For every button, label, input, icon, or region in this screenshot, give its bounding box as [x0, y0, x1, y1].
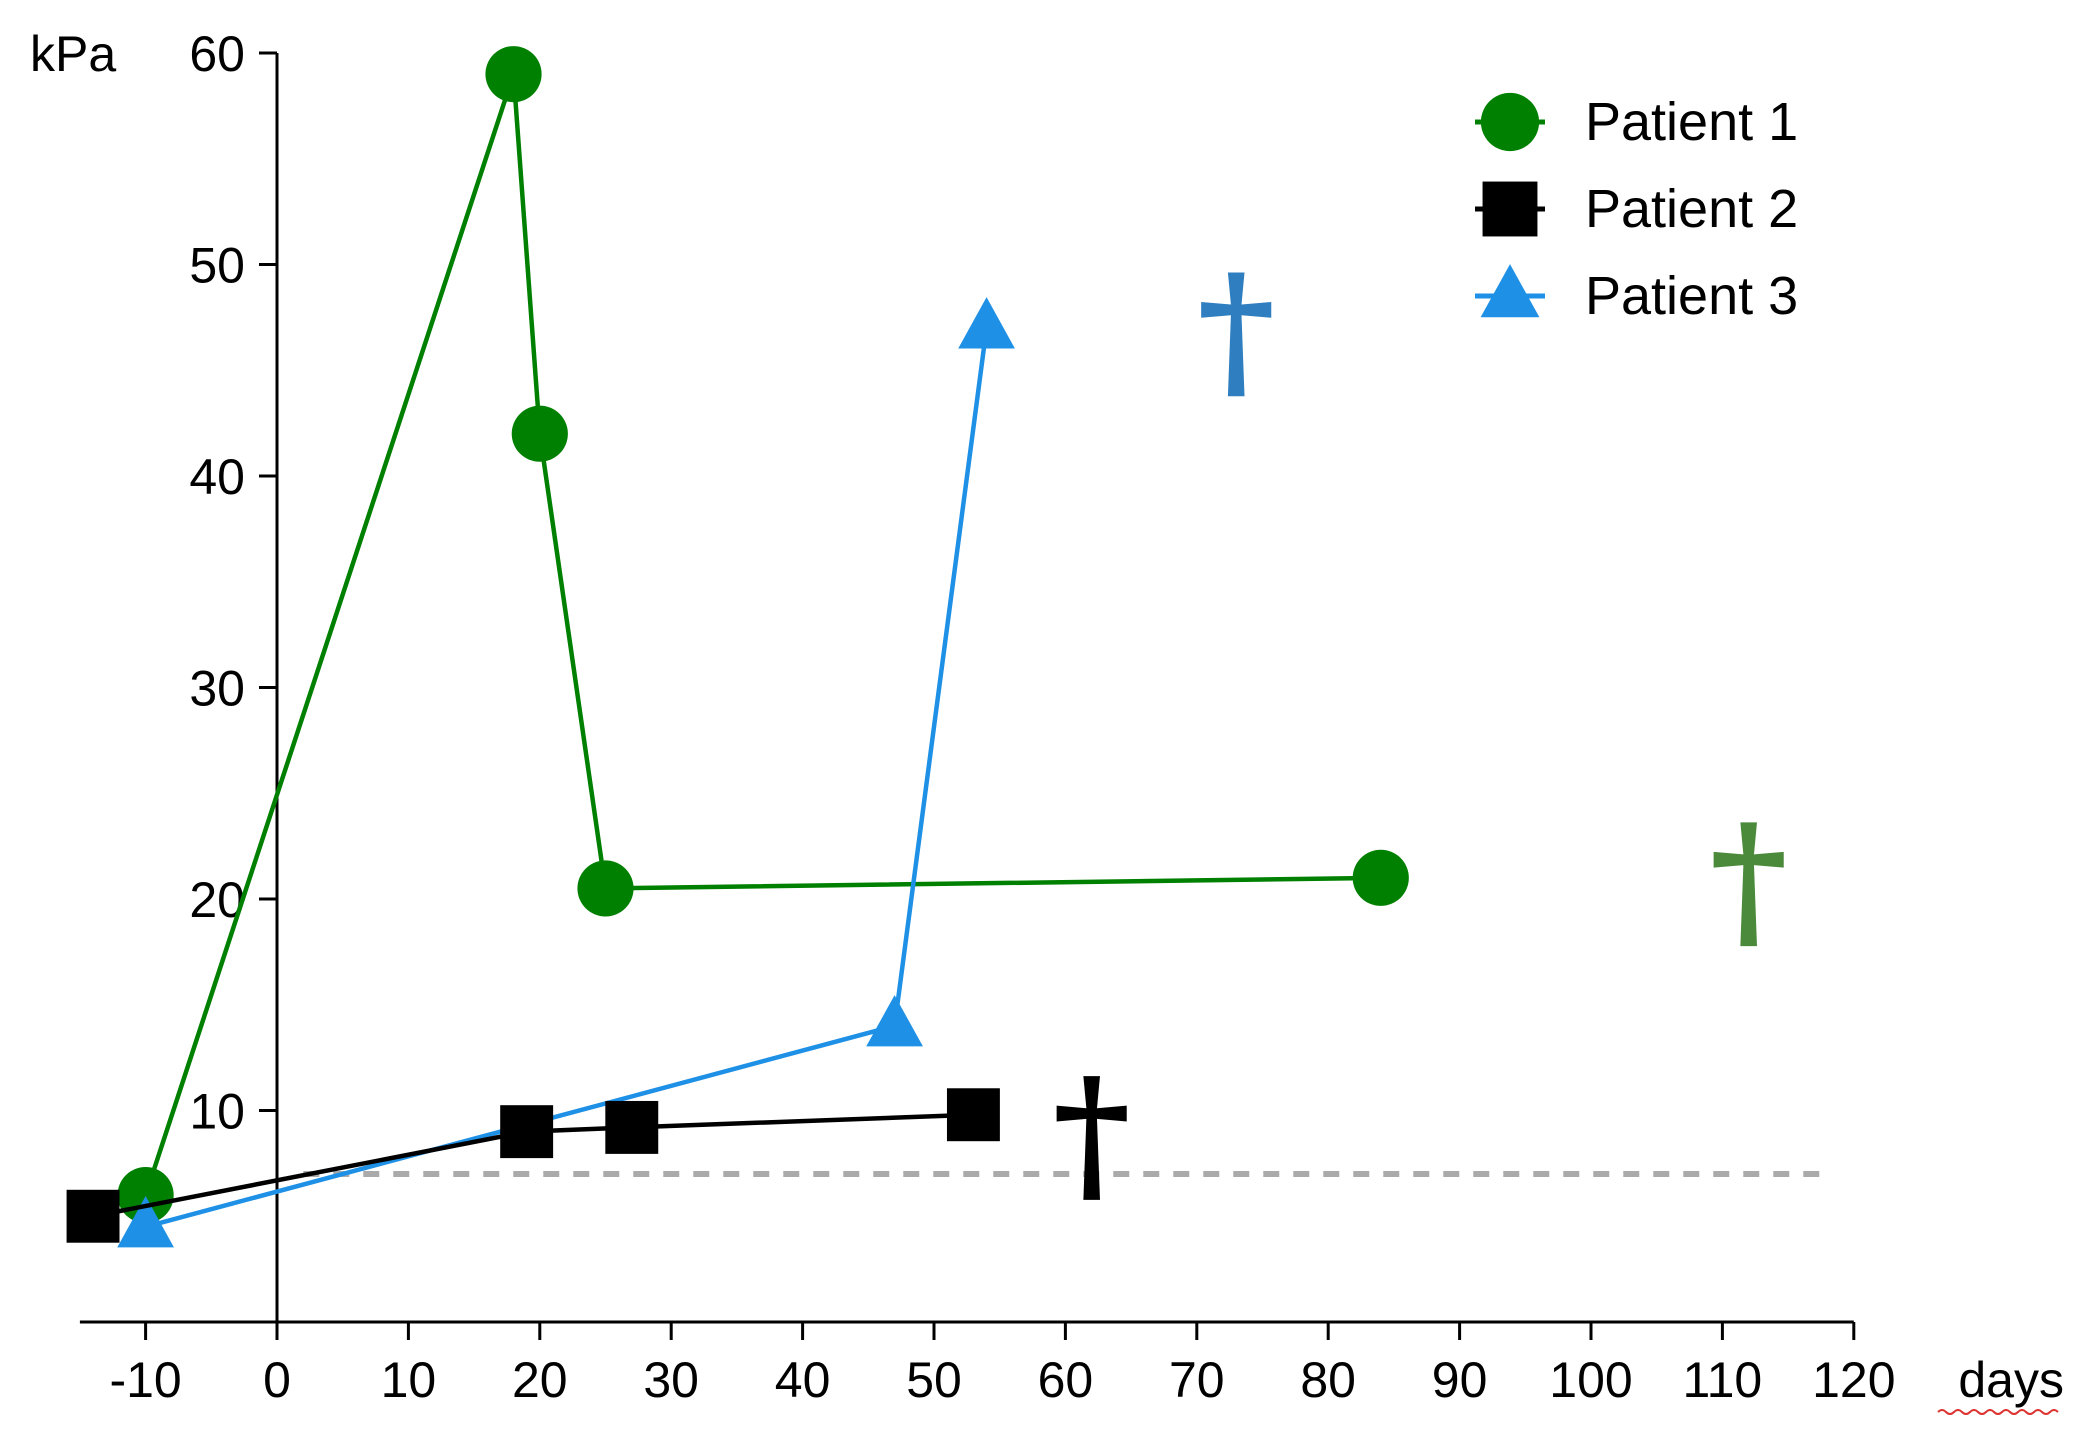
legend: Patient 1 Patient 2 Patient 3	[1475, 92, 1798, 326]
x-tick-label: 100	[1549, 1352, 1632, 1408]
series-line-patient-3	[145, 327, 989, 1229]
x-tick-label: 30	[643, 1352, 699, 1408]
axes: -10 0 10 20 30 40 50 60 70 80 90 100 110 120102030405…	[30, 26, 2064, 1415]
x-tick-label: 40	[775, 1352, 831, 1408]
legend-item-patient-2: Patient 2	[1475, 179, 1798, 239]
legend-label-patient-2: Patient 2	[1585, 179, 1798, 239]
x-tick-label: 50	[906, 1352, 962, 1408]
data-point-patient-1	[485, 46, 542, 103]
data-point-patient-1	[1352, 849, 1409, 906]
y-axis-label: kPa	[30, 26, 116, 82]
data-point-patient-1	[577, 860, 634, 917]
x-tick-label: 60	[1038, 1352, 1094, 1408]
x-tick-label: 20	[512, 1352, 568, 1408]
y-tick-label: 30	[189, 661, 245, 717]
x-tick-label: 10	[381, 1352, 437, 1408]
x-tick-label: -10	[109, 1352, 181, 1408]
x-axis-label: days	[1958, 1352, 2064, 1408]
death-marker-layer: † † †	[1052, 242, 1787, 1222]
legend-marker-patient-1	[1480, 92, 1540, 152]
series-patient-3	[117, 297, 1015, 1248]
series-patient-2	[66, 1088, 1000, 1243]
y-tick-label: 50	[189, 238, 245, 294]
x-tick-label: 80	[1300, 1352, 1356, 1408]
data-point-patient-3	[958, 297, 1015, 349]
legend-item-patient-1: Patient 1	[1475, 92, 1798, 152]
death-marker-patient-1: †	[1709, 792, 1787, 968]
data-point-patient-2	[946, 1088, 1000, 1142]
data-point-patient-3	[117, 1196, 174, 1248]
y-tick-label: 60	[189, 26, 245, 82]
death-marker-patient-3: †	[1197, 242, 1275, 418]
data-point-patient-2	[500, 1105, 554, 1159]
series-patient-1	[117, 46, 1409, 1224]
legend-label-patient-3: Patient 3	[1585, 266, 1798, 326]
x-tick-label: 70	[1169, 1352, 1225, 1408]
legend-item-patient-3: Patient 3	[1475, 264, 1798, 326]
y-tick-label: 10	[189, 1084, 245, 1140]
series-line-patient-2	[92, 1112, 974, 1219]
data-point-patient-2	[66, 1189, 120, 1243]
x-tick-label: 110	[1683, 1352, 1763, 1408]
death-marker-patient-2: †	[1052, 1046, 1130, 1222]
legend-label-patient-1: Patient 1	[1585, 92, 1798, 152]
data-point-patient-2	[605, 1100, 659, 1154]
data-point-patient-1	[511, 405, 568, 462]
data-point-patient-3	[866, 995, 923, 1047]
x-tick-label: 90	[1432, 1352, 1488, 1408]
series-line-patient-1	[143, 73, 1381, 1196]
series-layer	[66, 46, 1409, 1248]
x-tick-label: 0	[263, 1352, 291, 1408]
y-tick-label: 40	[189, 449, 245, 505]
x-tick-label: 120	[1812, 1352, 1895, 1408]
legend-marker-patient-3	[1480, 264, 1540, 318]
legend-marker-patient-2	[1482, 181, 1538, 237]
spellcheck-squiggle	[1937, 1409, 2059, 1415]
